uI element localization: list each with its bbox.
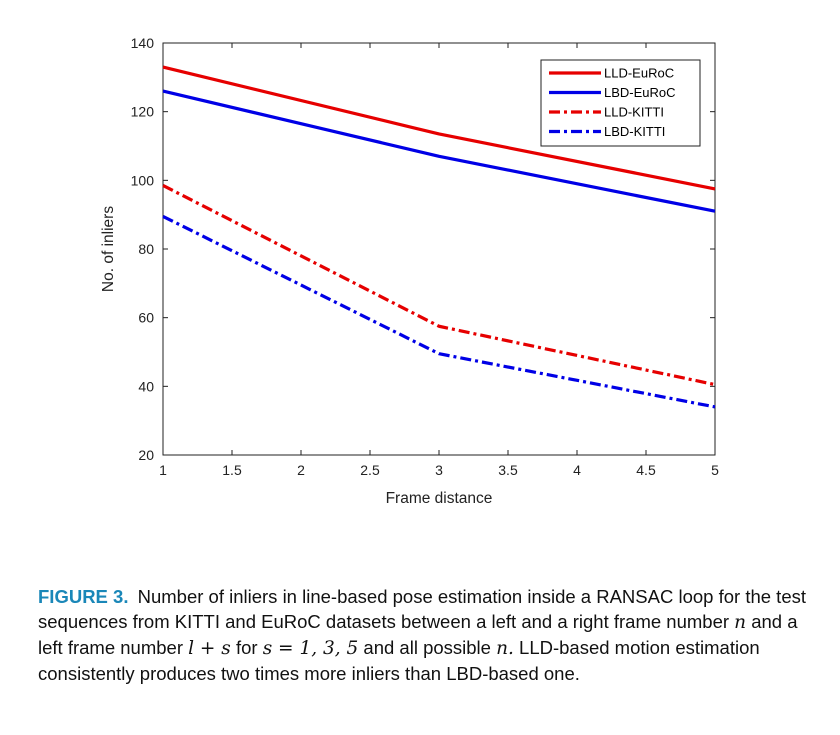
x-tick-label: 1 bbox=[159, 462, 167, 478]
x-tick-label: 2 bbox=[297, 462, 305, 478]
y-tick-label: 60 bbox=[138, 310, 154, 326]
caption-text-5: LLD-based motion estimation consistently… bbox=[38, 637, 760, 684]
legend-label: LBD-EuRoC bbox=[604, 85, 676, 100]
caption-var-n-end: n. bbox=[496, 638, 514, 659]
x-axis-ticks: 1 1.5 2 2.5 3 3.5 4 4.5 5 bbox=[159, 43, 719, 478]
legend-label: LLD-KITTI bbox=[604, 105, 664, 120]
y-tick-label: 40 bbox=[138, 378, 154, 394]
x-tick-label: 3.5 bbox=[498, 462, 518, 478]
legend-label: LBD-KITTI bbox=[604, 124, 665, 139]
series-line-lld-kitti bbox=[162, 184, 716, 387]
figure-caption: FIGURE 3. Number of inliers in line-base… bbox=[38, 584, 818, 686]
y-tick-label: 20 bbox=[138, 447, 154, 463]
series-lines bbox=[162, 65, 716, 409]
y-axis-label: No. of inliers bbox=[100, 206, 117, 292]
y-tick-label: 140 bbox=[131, 35, 155, 51]
y-axis-ticks: 20 40 60 80 100 120 140 bbox=[131, 35, 715, 463]
y-tick-label: 120 bbox=[131, 104, 155, 120]
legend-label: LLD-EuRoC bbox=[604, 66, 674, 81]
y-tick-label: 80 bbox=[138, 241, 154, 257]
caption-expr-s-values: s = 1, 3, 5 bbox=[262, 638, 359, 659]
x-tick-label: 4.5 bbox=[636, 462, 656, 478]
legend: LLD-EuRoC LBD-EuRoC LLD-KITTI LBD-KITTI bbox=[540, 59, 701, 147]
x-axis-label: Frame distance bbox=[386, 490, 493, 507]
line-chart: 1 1.5 2 2.5 3 3.5 4 4.5 5 20 40 60 80 100 120 140 Fram… bbox=[100, 35, 719, 507]
y-tick-label: 100 bbox=[131, 172, 155, 188]
x-tick-label: 2.5 bbox=[360, 462, 380, 478]
series-line-lbd-kitti bbox=[162, 214, 716, 409]
caption-text-1: Number of inliers in line-based pose est… bbox=[38, 586, 806, 632]
x-tick-label: 5 bbox=[711, 462, 719, 478]
caption-var-n: n bbox=[734, 612, 747, 633]
series-line-lbd-euroc bbox=[162, 89, 716, 213]
caption-text-2: and a left frame number bbox=[38, 611, 798, 658]
caption-text-3: for bbox=[235, 637, 258, 658]
caption-expr-l-plus-s: l + s bbox=[188, 638, 231, 659]
series-line-lld-euroc bbox=[162, 65, 716, 191]
x-tick-label: 4 bbox=[573, 462, 581, 478]
x-tick-label: 3 bbox=[435, 462, 443, 478]
caption-label: FIGURE 3. bbox=[38, 586, 129, 607]
x-tick-label: 1.5 bbox=[222, 462, 242, 478]
caption-text-4: and all possible bbox=[363, 637, 491, 658]
